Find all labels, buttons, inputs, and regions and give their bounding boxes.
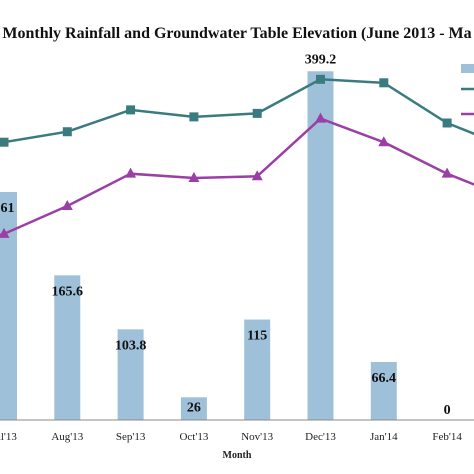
- data-label: 26: [187, 400, 201, 415]
- bar: [0, 192, 17, 420]
- series-line: [0, 117, 474, 237]
- x-tick-label: Oct'13: [179, 431, 208, 443]
- data-label: 261: [0, 201, 15, 216]
- line-point: [442, 118, 452, 128]
- line-series: [0, 74, 474, 238]
- line-point: [378, 136, 390, 147]
- data-label: 115: [247, 329, 267, 344]
- x-tick-label: Dec'13: [305, 431, 336, 443]
- line-point: [252, 108, 262, 118]
- line-point: [62, 127, 72, 137]
- line-point: [315, 112, 326, 123]
- data-label: 399.2: [305, 52, 337, 67]
- bar: [54, 275, 81, 420]
- x-tick-label: Jan'14: [370, 431, 398, 443]
- line-point: [189, 112, 199, 122]
- x-tick-label: Nov'13: [241, 431, 273, 443]
- bar-series: [0, 71, 397, 420]
- bar: [370, 361, 397, 420]
- x-tick-label: Jul'13: [0, 431, 17, 443]
- bar: [244, 319, 271, 420]
- line-point: [61, 199, 73, 210]
- line-point: [251, 170, 263, 181]
- line-point: [316, 74, 325, 84]
- bar: [307, 71, 334, 420]
- line-point: [0, 227, 10, 238]
- line-point: [188, 172, 200, 183]
- data-label: 0: [444, 403, 451, 418]
- x-tick-label: Sep'13: [116, 431, 146, 443]
- x-tick-labels: Jul'13 Aug'13 Sep'13 Oct'13 Nov'13 Dec'13 Jan'…: [0, 431, 462, 443]
- line-point: [126, 105, 136, 115]
- data-labels: 261 165.6 103.8 26 115 399.2 66.4 0: [0, 52, 451, 418]
- chart-title: Monthly Rainfall and Groundwater Table E…: [2, 25, 471, 42]
- legend-swatch-bar: [461, 64, 474, 73]
- bar: [180, 397, 207, 420]
- data-label: 103.8: [115, 338, 147, 353]
- line-point: [379, 78, 389, 88]
- x-tick-label: Aug'13: [51, 431, 83, 443]
- data-label: 165.6: [52, 284, 84, 299]
- line-point: [0, 137, 9, 147]
- line-point: [125, 167, 137, 178]
- x-tick-label: Feb'14: [432, 431, 462, 443]
- data-label: 66.4: [372, 371, 397, 386]
- series-line: [0, 78, 474, 145]
- legend: [461, 64, 474, 116]
- bar: [117, 329, 144, 420]
- line-point: [441, 167, 453, 178]
- x-axis-label: Month: [223, 450, 252, 461]
